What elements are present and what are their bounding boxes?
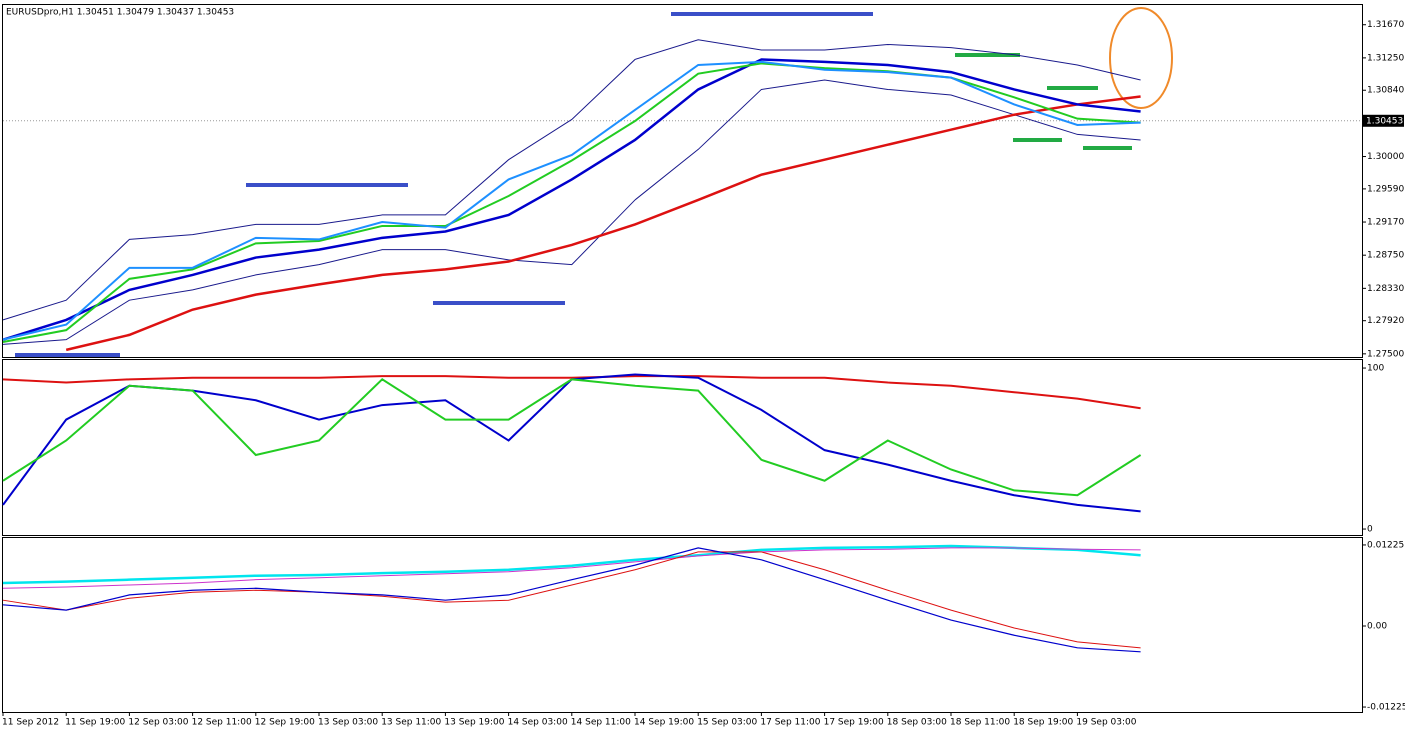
last-price-label: 1.30453 [1366,116,1403,126]
x-tick-label: 13 Sep 11:00 [381,718,441,728]
series-line [2,39,1141,321]
y-tick-label: 0.01225 [1367,540,1404,550]
y-tick-label: 1.31670 [1367,20,1404,30]
y-tick-label: 1.27500 [1367,349,1404,359]
y-tick-label: -0.01225 [1367,703,1405,713]
series-line [2,79,1141,345]
series-line [2,60,1141,341]
series-line [2,58,1141,341]
last-price-box [1363,114,1404,127]
x-tick-label: 18 Sep 11:00 [950,718,1010,728]
x-tick-label: 11 Sep 19:00 [65,718,125,728]
y-tick-label: 0 [1367,525,1373,535]
highlight-ellipse [1109,7,1173,109]
x-tick-label: 12 Sep 11:00 [192,718,252,728]
y-tick-label: 100 [1367,364,1384,374]
series-line [2,547,1141,589]
x-tick-label: 14 Sep 19:00 [634,718,694,728]
x-tick-label: 12 Sep 19:00 [255,718,315,728]
x-tick-label: 12 Sep 03:00 [128,718,188,728]
series-line [65,95,1141,352]
y-tick-label: 1.28330 [1367,284,1404,294]
x-tick-label: 11 Sep 2012 [2,718,59,728]
x-tick-label: 14 Sep 03:00 [508,718,568,728]
annotations [15,12,1132,357]
x-tick-label: 14 Sep 11:00 [571,718,631,728]
y-tick-label: 1.27920 [1367,316,1404,326]
macd-panel [2,537,1363,713]
series-line [2,544,1141,585]
y-tick-label: 1.28750 [1367,251,1404,261]
x-tick-label: 17 Sep 11:00 [760,718,820,728]
price-panel [2,4,1363,358]
y-tick-label: 1.30000 [1367,152,1404,162]
x-tick-label: 15 Sep 03:00 [697,718,757,728]
y-tick-label: 1.30840 [1367,86,1404,96]
x-tick-label: 17 Sep 19:00 [824,718,884,728]
y-tick-label: 0.00 [1367,621,1387,631]
chart-title: EURUSDpro,H1 1.30451 1.30479 1.30437 1.3… [6,8,234,18]
y-tick-label: 1.29590 [1367,184,1404,194]
series-line [2,547,1141,653]
x-tick-label: 13 Sep 19:00 [444,718,504,728]
x-tick-label: 13 Sep 03:00 [318,718,378,728]
y-tick-label: 1.31250 [1367,53,1404,63]
x-tick-label: 18 Sep 19:00 [1013,718,1073,728]
y-tick-label: 1.29170 [1367,218,1404,228]
series-line [2,378,1142,497]
x-tick-label: 19 Sep 03:00 [1076,718,1136,728]
series-line [2,551,1141,649]
x-tick-label: 18 Sep 03:00 [887,718,947,728]
stochastic-panel [2,359,1363,536]
series-line [2,375,1141,410]
